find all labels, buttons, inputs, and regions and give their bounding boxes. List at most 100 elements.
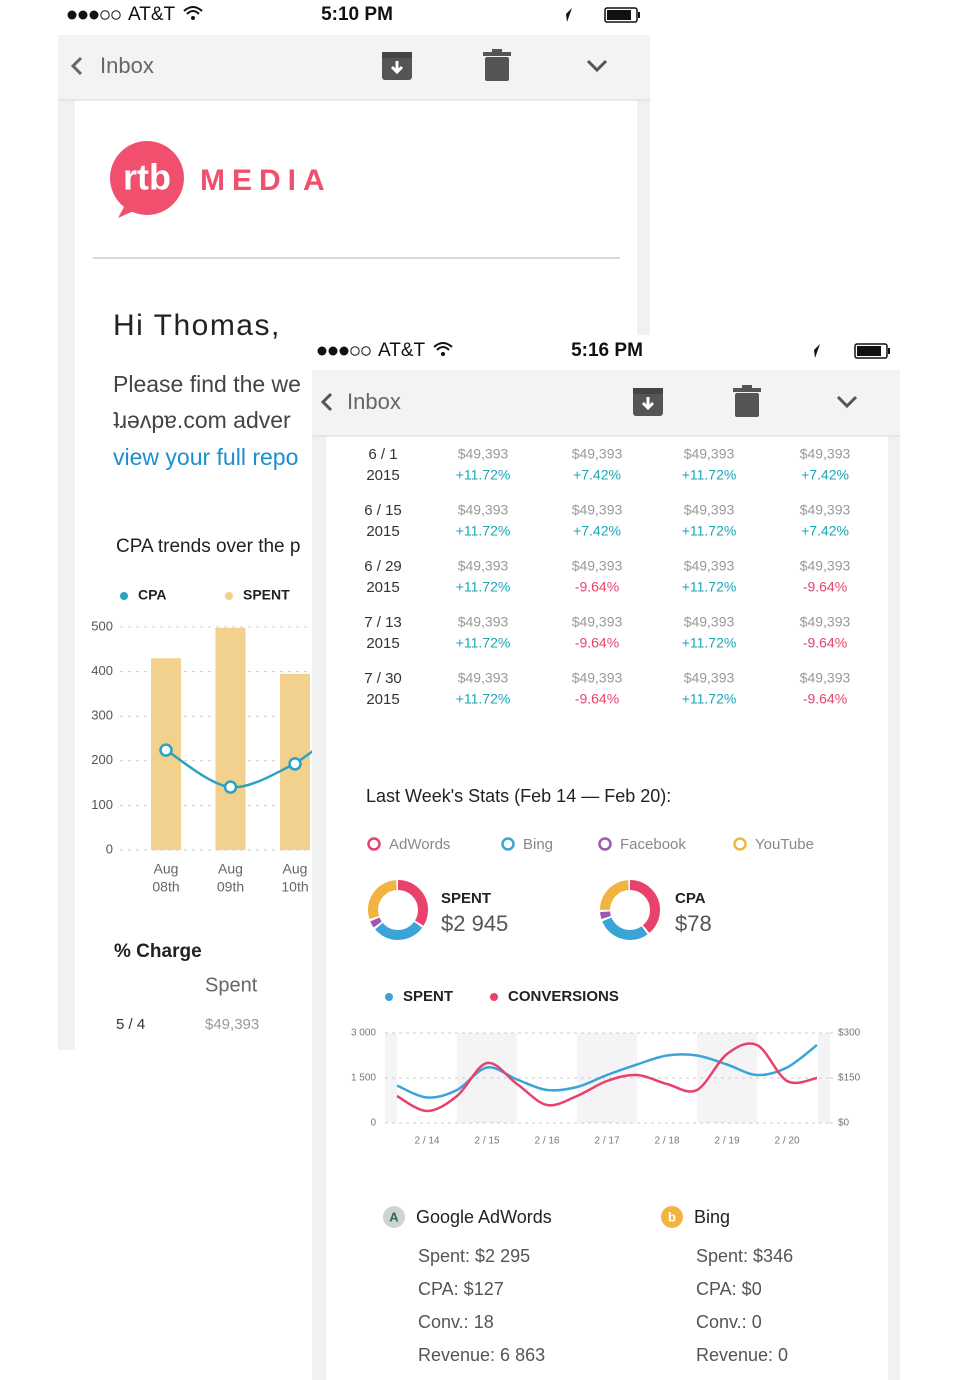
row-date: 7 / 30 [364, 670, 402, 687]
x-tick-label: 2 / 17 [594, 1136, 619, 1147]
cell-change: -9.64% [803, 691, 847, 707]
row-year: 2015 [366, 635, 399, 652]
cell-amount: $49,393 [684, 558, 735, 574]
card-title: Bing [694, 1207, 730, 1227]
cell-amount: $49,393 [800, 502, 851, 518]
chart-title: CPA trends over the p [116, 536, 300, 557]
cell-amount: $49,393 [684, 670, 735, 686]
archive-button[interactable] [631, 386, 665, 418]
legend-dot [490, 993, 498, 1001]
cell-amount: $49,393 [572, 558, 623, 574]
cell-amount: $49,393 [572, 614, 623, 630]
card-line: Spent: $346 [696, 1246, 793, 1266]
row-date: 6 / 29 [364, 558, 402, 575]
cell-amount: $49,393 [684, 446, 735, 462]
back-arrow[interactable] [320, 392, 333, 412]
cell-change: +7.42% [801, 467, 849, 483]
bar [215, 627, 246, 850]
cell-amount: $49,393 [458, 446, 509, 462]
body-line: Please find the we [113, 371, 301, 397]
cell-change: -9.64% [803, 579, 847, 595]
source-legend-label: AdWords [389, 836, 450, 853]
side-strip [312, 436, 326, 1380]
cell-change: +11.72% [456, 635, 511, 651]
y2-tick-label: $0 [838, 1118, 850, 1129]
cell-amount: $49,393 [458, 558, 509, 574]
row-year: 2015 [366, 523, 399, 540]
cell-amount: $49,393 [572, 502, 623, 518]
cell-change: +11.72% [682, 635, 737, 651]
side-strip [58, 100, 75, 1050]
stripe [577, 1033, 637, 1123]
archive-button[interactable] [380, 50, 414, 82]
x-tick-label: Aug [283, 861, 308, 877]
legend-label: SPENT [243, 587, 290, 603]
x-tick-label: 08th [152, 879, 179, 895]
donut-value: $78 [675, 911, 712, 936]
card-line: CPA: $0 [696, 1279, 762, 1299]
nav-bar [58, 35, 650, 100]
donut-segment [600, 880, 660, 940]
cell-change: -9.64% [803, 635, 847, 651]
x-tick-label: 09th [217, 879, 244, 895]
card-line: Conv.: 18 [418, 1312, 494, 1332]
trash-button[interactable] [733, 385, 761, 417]
time: 5:16 PM [571, 340, 643, 361]
cell-change: +11.72% [456, 467, 511, 483]
donut-segment [600, 880, 660, 940]
nav-bar [312, 370, 900, 436]
x-tick-label: 2 / 20 [774, 1136, 799, 1147]
y-tick-label: 3 000 [351, 1028, 376, 1039]
stripe [818, 1033, 830, 1123]
screen-bg [312, 335, 900, 1380]
row-date: 7 / 13 [364, 614, 402, 631]
donut-segment [368, 880, 428, 940]
x-tick-label: 2 / 16 [534, 1136, 559, 1147]
legend-label: CPA [138, 587, 167, 603]
y-tick-label: 1 500 [351, 1073, 376, 1084]
cell-amount: $49,393 [800, 446, 851, 462]
x-tick-label: 2 / 14 [414, 1136, 439, 1147]
table-title: % Charge [114, 941, 202, 962]
y-tick-label: 500 [91, 618, 113, 633]
y-tick-label: 400 [91, 663, 113, 678]
card-icon-letter: b [668, 1209, 676, 1224]
cell-change: +7.42% [573, 523, 621, 539]
cell-change: +11.72% [682, 467, 737, 483]
cell-change: -9.64% [575, 691, 619, 707]
series-line [396, 1044, 818, 1099]
y-tick-label: 0 [106, 841, 113, 856]
card-line: Revenue: 0 [696, 1345, 788, 1365]
x-tick-label: 2 / 18 [654, 1136, 679, 1147]
card-line: Spent: $2 295 [418, 1246, 530, 1266]
cell-change: -9.64% [575, 635, 619, 651]
logo-mark [110, 141, 184, 215]
y2-tick-label: $150 [838, 1073, 861, 1084]
cell-change: +7.42% [801, 523, 849, 539]
trash-button[interactable] [483, 49, 511, 81]
front-content: 6 / 1 2015 $49,393 +11.72% $49,393 +7.42% $49,… [351, 446, 861, 1365]
side-strip [888, 436, 900, 1380]
carrier: AT&T [128, 4, 176, 25]
donut-segment [368, 880, 428, 940]
donut-segment [368, 880, 428, 940]
nav-back[interactable]: Inbox [100, 53, 154, 78]
cell-change: +11.72% [682, 691, 737, 707]
legend-label: SPENT [403, 988, 453, 1005]
legend-dot [225, 592, 233, 600]
card-line: Revenue: 6 863 [418, 1345, 545, 1365]
y-tick-label: 0 [370, 1118, 376, 1129]
source-legend-ring [367, 837, 381, 851]
stats-title: Last Week's Stats (Feb 14 — Feb 20): [366, 786, 671, 806]
report-link[interactable]: view your full repo [113, 444, 298, 470]
logo-name: MEDIA [200, 164, 332, 197]
cell-change: +7.42% [573, 467, 621, 483]
cell-amount: $49,393 [684, 502, 735, 518]
back-arrow[interactable] [70, 56, 83, 76]
source-legend-label: Facebook [620, 836, 686, 853]
location-icon [560, 8, 572, 22]
source-legend-ring [501, 837, 515, 851]
cell-change: +11.72% [456, 579, 511, 595]
nav-back[interactable]: Inbox [347, 389, 401, 414]
card-icon-letter: A [389, 1209, 399, 1224]
